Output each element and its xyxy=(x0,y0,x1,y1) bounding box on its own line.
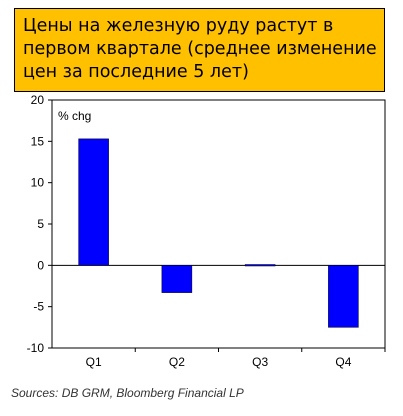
y-tick-label: 20 xyxy=(31,93,45,107)
chart-title-box: Цены на железную руду растут в первом кв… xyxy=(14,8,385,92)
y-tick-label: 15 xyxy=(31,134,45,148)
y-tick-label: -10 xyxy=(27,341,45,355)
bar-chart: 20 15 10 5 0 -5 -10 % chg Q1 Q2 Q3 Q4 xyxy=(27,93,386,369)
x-tick-label: Q3 xyxy=(252,355,268,369)
x-tick-label: Q2 xyxy=(169,355,185,369)
y-unit-label: % chg xyxy=(58,109,91,123)
y-tick-label: 10 xyxy=(31,176,45,190)
bar-q3 xyxy=(244,264,276,267)
y-tick-label: 5 xyxy=(37,217,44,231)
chart-title-line-2: первом квартале (среднее изменение xyxy=(23,39,377,59)
x-tick-label: Q4 xyxy=(335,355,351,369)
x-tick-label: Q1 xyxy=(86,355,102,369)
bar-q2 xyxy=(161,265,193,293)
y-tick-label: -5 xyxy=(33,300,44,314)
bar-q1 xyxy=(78,138,109,266)
y-tick-label: 0 xyxy=(37,258,44,272)
chart-title-line-3: цен за последние 5 лет) xyxy=(23,62,249,82)
chart-title-line-1: Цены на железную руду растут в xyxy=(23,16,334,36)
source-note: Sources: DB GRM, Bloomberg Financial LP xyxy=(11,386,244,400)
bar-q4 xyxy=(328,265,359,328)
